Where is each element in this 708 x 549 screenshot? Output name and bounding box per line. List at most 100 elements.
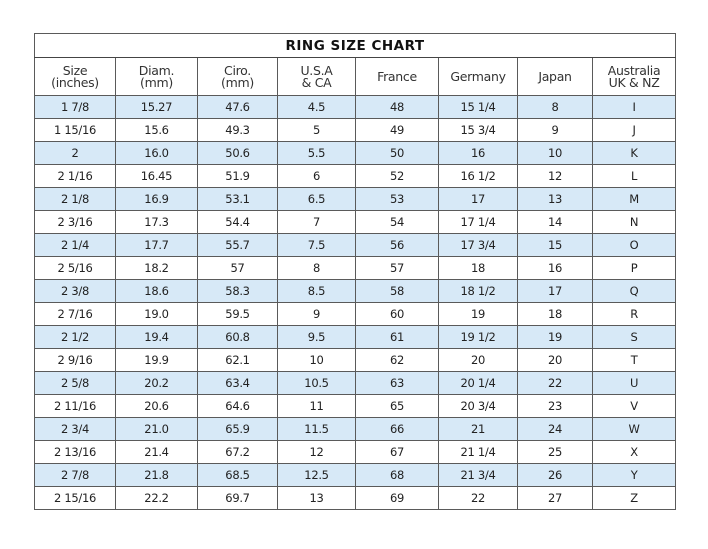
cell-australia-uk-nz: M [591,187,677,211]
header-line: Germany [450,68,506,84]
cell-circumference-mm: 60.8 [197,325,278,349]
cell-circumference-mm: 47.6 [197,95,278,119]
cell-diameter-mm: 18.6 [115,279,198,303]
ring-size-table: RING SIZE CHART Size (inches) Diam. (mm) Cir… [33,33,677,510]
cell-france: 53 [355,187,439,211]
cell-australia-uk-nz: S [591,325,677,349]
cell-diameter-mm: 17.7 [115,233,198,257]
cell-france: 69 [355,486,439,510]
cell-france: 49 [355,118,439,142]
cell-circumference-mm: 65.9 [197,417,278,441]
cell-usa-ca: 8.5 [277,279,356,303]
cell-japan: 15 [517,233,593,257]
cell-size-inches: 2 7/16 [34,302,116,326]
cell-usa-ca: 7.5 [277,233,356,257]
cell-usa-ca: 5.5 [277,141,356,165]
header-line: (inches) [51,74,99,90]
cell-circumference-mm: 49.3 [197,118,278,142]
header-line: (mm) [221,74,254,90]
cell-france: 50 [355,141,439,165]
column-header-size-inches: Size (inches) [34,57,116,96]
cell-diameter-mm: 17.3 [115,210,198,234]
cell-japan: 23 [517,394,593,418]
cell-size-inches: 2 13/16 [34,440,116,464]
cell-diameter-mm: 16.0 [115,141,198,165]
cell-australia-uk-nz: J [591,118,677,142]
cell-diameter-mm: 19.4 [115,325,198,349]
cell-france: 66 [355,417,439,441]
cell-japan: 14 [517,210,593,234]
cell-circumference-mm: 67.2 [197,440,278,464]
cell-germany: 19 [438,302,518,326]
cell-japan: 10 [517,141,593,165]
cell-usa-ca: 4.5 [277,95,356,119]
cell-size-inches: 2 7/8 [34,463,116,487]
cell-usa-ca: 12.5 [277,463,356,487]
cell-germany: 22 [438,486,518,510]
table-row: 2 13/16 21.4 67.2 12 67 21 1/4 25 X [34,440,677,464]
cell-japan: 20 [517,348,593,372]
cell-france: 52 [355,164,439,188]
cell-france: 62 [355,348,439,372]
cell-circumference-mm: 51.9 [197,164,278,188]
cell-size-inches: 2 1/4 [34,233,116,257]
table-row: 2 5/8 20.2 63.4 10.5 63 20 1/4 22 U [34,371,677,395]
cell-japan: 8 [517,95,593,119]
column-header-australia-uk-nz: Australia UK & NZ [591,57,677,96]
cell-usa-ca: 11 [277,394,356,418]
table-row: 2 15/16 22.2 69.7 13 69 22 27 Z [34,486,677,510]
table-row: 2 7/8 21.8 68.5 12.5 68 21 3/4 26 Y [34,463,677,487]
cell-size-inches: 2 5/8 [34,371,116,395]
header-line: France [377,68,417,84]
header-line: U.S.A [300,62,333,78]
cell-japan: 26 [517,463,593,487]
cell-diameter-mm: 16.9 [115,187,198,211]
cell-size-inches: 2 5/16 [34,256,116,280]
cell-usa-ca: 6.5 [277,187,356,211]
header-row: Size (inches) Diam. (mm) Ciro. (mm) U.S.A & CA F… [34,57,677,96]
cell-diameter-mm: 15.6 [115,118,198,142]
cell-australia-uk-nz: L [591,164,677,188]
table-row: 2 11/16 20.6 64.6 11 65 20 3/4 23 V [34,394,677,418]
cell-australia-uk-nz: K [591,141,677,165]
cell-usa-ca: 11.5 [277,417,356,441]
cell-australia-uk-nz: Z [591,486,677,510]
table-row: 2 3/16 17.3 54.4 7 54 17 1/4 14 N [34,210,677,234]
header-line: Japan [538,68,572,84]
cell-france: 60 [355,302,439,326]
cell-usa-ca: 8 [277,256,356,280]
cell-germany: 18 1/2 [438,279,518,303]
table-row: 2 1/4 17.7 55.7 7.5 56 17 3/4 15 O [34,233,677,257]
cell-germany: 20 1/4 [438,371,518,395]
column-header-japan: Japan [517,57,593,96]
cell-diameter-mm: 18.2 [115,256,198,280]
cell-circumference-mm: 55.7 [197,233,278,257]
cell-australia-uk-nz: T [591,348,677,372]
header-line: Australia [607,62,661,78]
cell-circumference-mm: 53.1 [197,187,278,211]
cell-australia-uk-nz: W [591,417,677,441]
column-header-germany: Germany [438,57,518,96]
cell-australia-uk-nz: O [591,233,677,257]
cell-germany: 16 1/2 [438,164,518,188]
table-title: RING SIZE CHART [33,33,677,58]
cell-france: 61 [355,325,439,349]
table-row: 2 1/8 16.9 53.1 6.5 53 17 13 M [34,187,677,211]
column-header-usa-ca: U.S.A & CA [277,57,356,96]
cell-diameter-mm: 21.4 [115,440,198,464]
cell-france: 48 [355,95,439,119]
cell-diameter-mm: 20.6 [115,394,198,418]
table-row: 2 9/16 19.9 62.1 10 62 20 20 T [34,348,677,372]
cell-japan: 27 [517,486,593,510]
cell-germany: 21 1/4 [438,440,518,464]
cell-france: 54 [355,210,439,234]
cell-france: 65 [355,394,439,418]
cell-japan: 9 [517,118,593,142]
header-line: (mm) [140,74,173,90]
column-header-diameter-mm: Diam. (mm) [115,57,198,96]
cell-circumference-mm: 62.1 [197,348,278,372]
cell-france: 56 [355,233,439,257]
cell-circumference-mm: 59.5 [197,302,278,326]
cell-france: 63 [355,371,439,395]
cell-japan: 12 [517,164,593,188]
